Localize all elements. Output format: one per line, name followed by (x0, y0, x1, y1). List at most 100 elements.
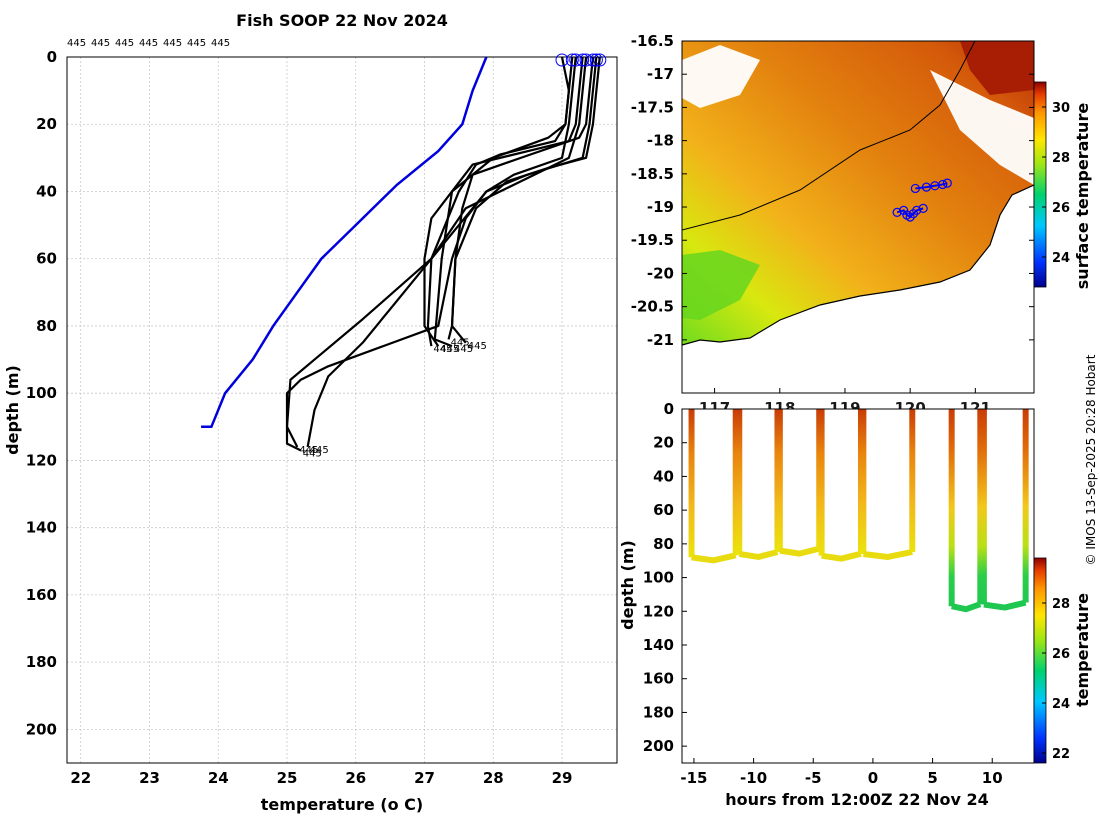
profile-end-label: 445 (299, 445, 318, 456)
x-tick-label: 23 (139, 769, 160, 787)
x-tick-label: 22 (70, 769, 91, 787)
cast-bottom (983, 599, 1027, 611)
profile-top-label: 445 (67, 38, 86, 49)
cast-bottom (738, 549, 779, 560)
profile-end-label: 445 (310, 445, 329, 456)
cloud-gap-east (930, 70, 1034, 185)
profile-end-label: 445 (454, 344, 473, 355)
section-y-tick-label: 60 (653, 501, 674, 519)
cluster-station-marker (918, 203, 928, 213)
profile-start-marker (579, 53, 593, 67)
y-tick-label: 120 (26, 451, 57, 469)
y-tick-label: 200 (26, 720, 57, 738)
climatology-line (201, 56, 488, 429)
surface-temperature-map: -16.5 -17 -17.5 -18 -18.5 -19 -19.5 -20 -20.5 -21… (631, 32, 1092, 417)
figure-title: Fish SOOP 22 Nov 2024 (236, 11, 448, 30)
cast-bottom (951, 601, 982, 613)
map-y-tick-label: -20.5 (631, 298, 674, 316)
map-y-tick-label: -20 (647, 264, 674, 282)
temperature-colorbar-tick-label: 26 (1052, 647, 1070, 662)
profile-end-label: 445 (468, 341, 487, 352)
section-x-tick-label: -5 (805, 769, 822, 787)
section-y-tick-label: 160 (643, 670, 674, 688)
track-station-marker (938, 179, 948, 190)
map-y-tick-label: -18.5 (631, 165, 674, 183)
section-x-tick-label: 0 (868, 769, 878, 787)
profile-line (433, 56, 584, 348)
x-tick-label: 28 (483, 769, 504, 787)
profile-end-label: 445 (451, 337, 470, 348)
sst-colorbar (1033, 81, 1047, 288)
profile-end-label: 445 (303, 448, 322, 459)
profile-plot-frame (66, 56, 618, 764)
section-y-tick-label: 200 (643, 737, 674, 755)
temperature-colorbar-tick-label: 22 (1052, 747, 1070, 762)
profile-top-label: 445 (163, 38, 182, 49)
x-tick-label: 26 (345, 769, 366, 787)
section-y-tick-label: 20 (653, 434, 674, 452)
section-y-tick-label: 80 (653, 535, 674, 553)
temperature-colorbar-tick-label: 24 (1052, 697, 1070, 712)
section-x-tick-label: 10 (982, 769, 1003, 787)
x-tick-label: 27 (414, 769, 435, 787)
profile-end-label: 445 (440, 344, 459, 355)
temperature-colorbar-label: temperature (1073, 593, 1092, 707)
cluster-station-marker (892, 207, 902, 217)
y-tick-label: 0 (47, 48, 57, 66)
temperature-colorbar (1033, 557, 1047, 764)
section-x-tick-label: -15 (680, 769, 707, 787)
sst-colorbar-label: surface temperature (1073, 103, 1092, 290)
sst-field (682, 41, 1034, 345)
y-tick-label: 180 (26, 653, 57, 671)
map-y-tick-label: -21 (647, 331, 674, 349)
section-y-tick-label: 100 (643, 569, 674, 587)
y-tick-label: 40 (36, 182, 57, 200)
temperature-colorbar-tick-label: 28 (1052, 597, 1070, 612)
profile-start-marker (576, 53, 590, 67)
cast-bottom (779, 545, 820, 557)
map-y-tick-label: -19 (647, 198, 674, 216)
profile-tick-labels: 22 23 24 25 26 27 28 29 0 20 40 60 80 100 120 140 160 180… (26, 48, 573, 787)
profile-top-label: 445 (91, 38, 110, 49)
cast-bottom (691, 552, 737, 564)
section-ylabel: depth (m) (618, 540, 637, 630)
sst-colorbar-tick-label: 26 (1052, 201, 1070, 216)
section-plot: -15 -10 -5 0 5 10020406080100120140160180200 … (618, 400, 1092, 809)
profile-top-label: 445 (211, 38, 230, 49)
cluster-station-marker (905, 212, 915, 222)
section-y-tick-label: 140 (643, 636, 674, 654)
profile-top-label: 445 (139, 38, 158, 49)
section-y-tick-label: 180 (643, 703, 674, 721)
warm-patch (960, 41, 1034, 95)
cool-patch (682, 250, 760, 320)
climatology-profile (201, 56, 488, 429)
profile-line (306, 56, 598, 448)
profile-xlabel: temperature (o C) (261, 795, 423, 814)
cast-bottom (863, 549, 913, 560)
profile-line (285, 56, 577, 452)
map-y-tick-label: -19.5 (631, 231, 674, 249)
profile-top-label: 445 (187, 38, 206, 49)
profile-start-marker (589, 53, 603, 67)
profile-line (285, 56, 588, 448)
map-y-tick-label: -18 (647, 132, 674, 150)
y-tick-label: 100 (26, 384, 57, 402)
x-tick-label: 25 (277, 769, 298, 787)
credit-text: © IMOS 13-Sep-2025 20:28 Hobart (1084, 354, 1098, 565)
section-xlabel: hours from 12:00Z 22 Nov 24 (725, 790, 988, 809)
sst-colorbar-ticks: 24 26 28 30 (1042, 101, 1070, 266)
section-y-tick-label: 40 (653, 467, 674, 485)
y-tick-label: 160 (26, 586, 57, 604)
profile-top-label: 445 (115, 38, 134, 49)
cluster-station-marker (912, 205, 922, 215)
ship-track (892, 178, 952, 222)
x-tick-label: 29 (552, 769, 573, 787)
y-tick-label: 80 (36, 317, 57, 335)
sst-colorbar-tick-label: 28 (1052, 151, 1070, 166)
section-casts (688, 409, 1029, 613)
cloud-gap (682, 45, 760, 108)
profile-end-label: 445 (433, 344, 452, 355)
